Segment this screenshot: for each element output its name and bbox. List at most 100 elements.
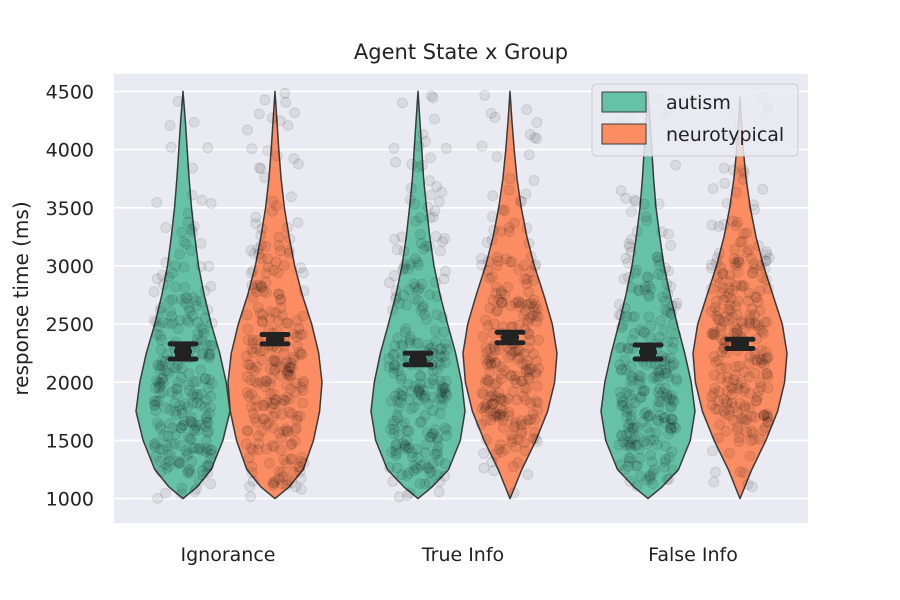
jitter-point: [202, 142, 214, 154]
jitter-point: [627, 423, 639, 435]
jitter-point: [726, 388, 738, 400]
jitter-point: [724, 269, 736, 281]
jitter-point: [661, 278, 673, 290]
jitter-point: [424, 175, 435, 187]
jitter-point: [247, 334, 259, 345]
jitter-point: [384, 462, 395, 474]
jitter-point: [261, 375, 272, 387]
jitter-point: [165, 141, 177, 153]
jitter-point: [723, 404, 735, 416]
jitter-point: [273, 240, 285, 251]
jitter-point: [485, 414, 497, 426]
jitter-point: [631, 480, 643, 492]
jitter-point: [401, 299, 412, 311]
jitter-point: [272, 267, 284, 279]
jitter-point: [642, 272, 654, 284]
jitter-point: [741, 426, 753, 438]
jitter-point: [617, 436, 629, 448]
jitter-point: [245, 267, 257, 279]
jitter-point: [160, 222, 172, 233]
jitter-point: [727, 383, 738, 395]
jitter-point: [405, 182, 417, 194]
jitter-point: [735, 412, 747, 424]
jitter-point: [666, 300, 678, 312]
jitter-point: [660, 262, 671, 274]
jitter-point: [200, 413, 212, 425]
jitter-point: [429, 325, 441, 337]
jitter-point: [257, 286, 269, 297]
jitter-point: [531, 436, 543, 447]
jitter-point: [617, 396, 629, 408]
jitter-point: [296, 348, 308, 360]
jitter-point: [403, 394, 415, 406]
jitter-point: [505, 429, 517, 441]
jitter-point: [522, 414, 534, 426]
jitter-point: [388, 270, 400, 282]
jitter-point: [204, 408, 216, 419]
jitter-point: [190, 483, 202, 495]
jitter-point: [256, 354, 268, 366]
jitter-point: [177, 419, 189, 431]
jitter-point: [738, 164, 749, 176]
jitter-point: [520, 364, 532, 376]
jitter-point: [156, 374, 168, 386]
jitter-point: [516, 426, 528, 438]
jitter-point: [519, 382, 531, 394]
jitter-point: [440, 375, 452, 387]
jitter-point: [259, 94, 271, 106]
jitter-point: [174, 457, 186, 469]
jitter-point: [188, 424, 200, 436]
jitter-point: [297, 397, 309, 409]
jitter-point: [259, 381, 271, 393]
jitter-point: [270, 256, 282, 268]
jitter-point: [265, 306, 277, 318]
jitter-point: [438, 326, 450, 338]
jitter-point: [523, 373, 535, 385]
jitter-point: [523, 366, 535, 378]
jitter-point: [706, 327, 718, 339]
jitter-point: [424, 289, 436, 301]
jitter-point: [405, 385, 417, 397]
jitter-point: [749, 367, 761, 379]
jitter-point: [622, 342, 634, 354]
jitter-point: [668, 336, 679, 348]
jitter-point: [409, 198, 421, 210]
jitter-point: [529, 132, 540, 143]
jitter-point: [197, 347, 209, 359]
jitter-point: [706, 283, 717, 294]
jitter-point: [253, 248, 265, 260]
jitter-point: [259, 171, 271, 183]
jitter-point: [625, 404, 637, 415]
jitter-point: [732, 256, 744, 268]
jitter-point: [653, 366, 665, 378]
jitter-point: [757, 425, 769, 436]
jitter-point: [180, 298, 191, 309]
jitter-point: [424, 467, 436, 479]
jitter-point: [417, 302, 429, 314]
jitter-point: [716, 346, 728, 358]
jitter-point: [167, 317, 179, 329]
jitter-point: [439, 382, 451, 394]
jitter-point: [495, 403, 507, 415]
jitter-point: [729, 369, 741, 381]
jitter-point: [286, 362, 298, 374]
jitter-point: [715, 320, 727, 332]
jitter-point: [623, 421, 634, 433]
jitter-point: [399, 417, 411, 429]
jitter-point: [528, 348, 540, 360]
jitter-point: [530, 310, 542, 322]
jitter-point: [242, 334, 254, 346]
jitter-point: [708, 326, 720, 338]
jitter-point: [281, 356, 293, 368]
jitter-point: [509, 217, 520, 229]
jitter-point: [415, 371, 427, 383]
jitter-point: [665, 308, 677, 319]
jitter-point: [743, 316, 755, 328]
jitter-point: [246, 388, 258, 400]
jitter-point: [182, 465, 194, 477]
jitter-point: [434, 375, 446, 387]
jitter-point: [706, 305, 717, 317]
jitter-point: [523, 286, 535, 298]
jitter-point: [288, 466, 299, 478]
jitter-point: [196, 465, 208, 477]
